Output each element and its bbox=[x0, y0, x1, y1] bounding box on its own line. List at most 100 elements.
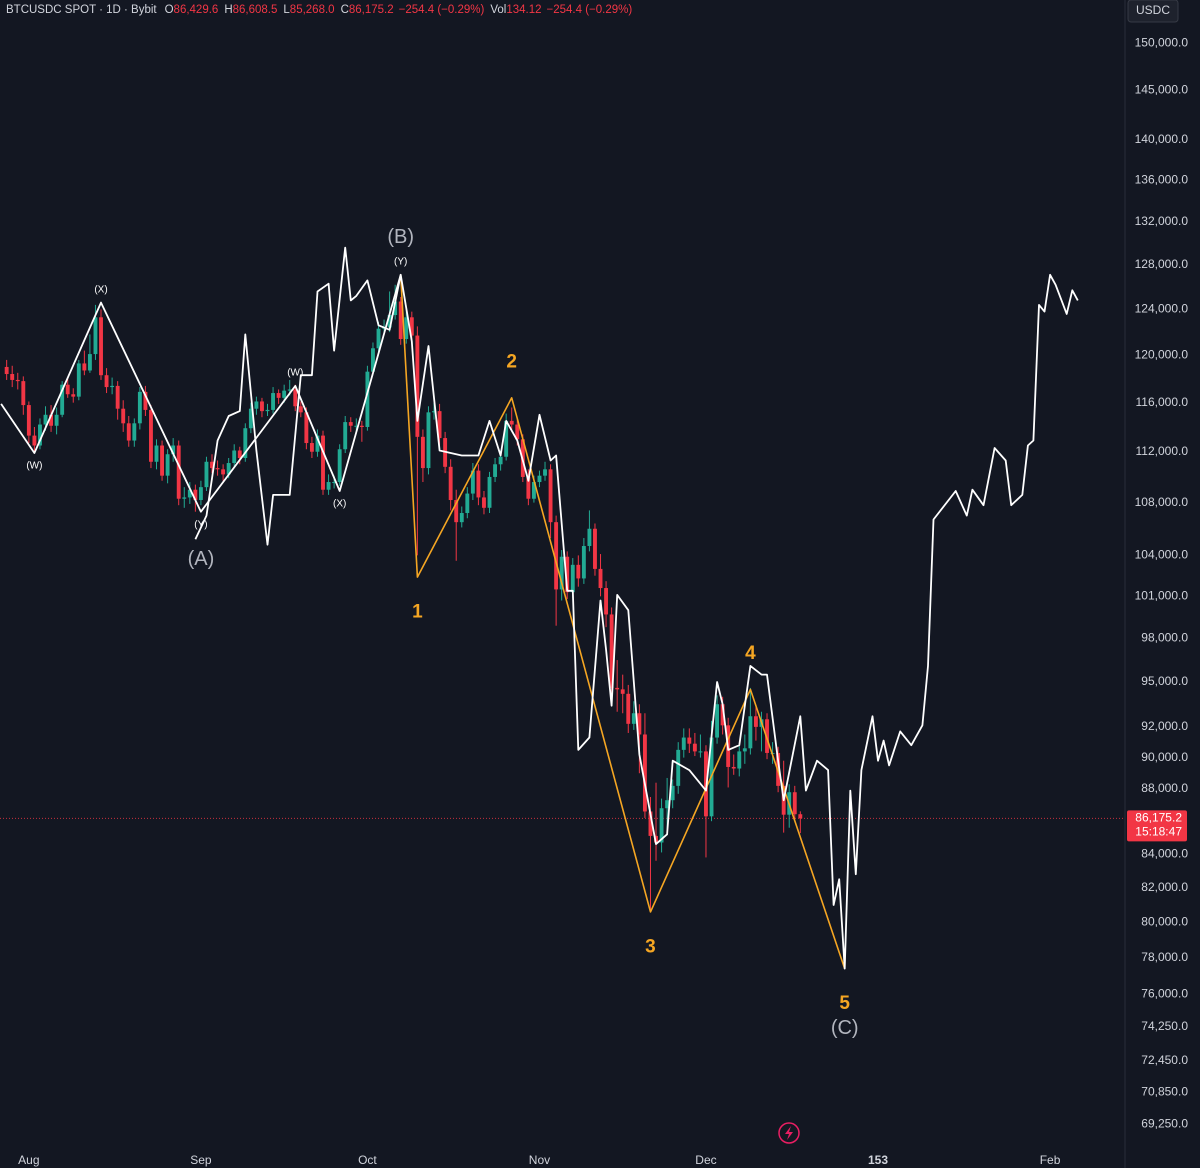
candle-body bbox=[332, 482, 337, 484]
candle-body bbox=[448, 466, 453, 501]
candle-body bbox=[104, 375, 109, 388]
y-tick-label: 82,000.0 bbox=[1141, 880, 1188, 894]
candle-body bbox=[10, 374, 15, 380]
candle-body bbox=[87, 354, 92, 371]
y-tick-label: 104,000.0 bbox=[1135, 548, 1189, 562]
y-tick-label: 145,000.0 bbox=[1135, 83, 1189, 97]
candle-body bbox=[221, 469, 226, 475]
candle-body bbox=[248, 408, 253, 429]
y-tick-label: 98,000.0 bbox=[1141, 631, 1188, 645]
candle-body bbox=[182, 497, 187, 499]
candle-body bbox=[137, 391, 142, 424]
y-tick-label: 72,450.0 bbox=[1141, 1053, 1188, 1067]
candle-body bbox=[71, 394, 76, 397]
wave-label: 1 bbox=[412, 602, 423, 623]
candle-body bbox=[232, 450, 237, 464]
candle-body bbox=[260, 401, 264, 412]
candle-body bbox=[654, 835, 658, 843]
field-key: C bbox=[341, 4, 349, 16]
candle-body bbox=[193, 489, 198, 501]
price-axis: USDC 150,000.0 145,000.0 140,000.0 136,000.… bbox=[1127, 0, 1188, 1130]
candle-body bbox=[65, 384, 70, 395]
candle-body bbox=[631, 713, 636, 724]
field-value: 86,608.5 bbox=[233, 4, 278, 16]
candle-body bbox=[99, 317, 103, 376]
candle-body bbox=[615, 687, 620, 690]
candle-body bbox=[792, 792, 797, 815]
candle-body bbox=[587, 528, 592, 547]
candle-body bbox=[298, 406, 303, 413]
candle-body bbox=[548, 469, 553, 523]
wave-label: 3 bbox=[645, 937, 656, 958]
candle-body bbox=[4, 366, 9, 375]
candle-body bbox=[293, 389, 298, 407]
y-tick-label: 90,000.0 bbox=[1141, 750, 1188, 764]
candle-body bbox=[93, 317, 98, 355]
wave-line bbox=[399, 274, 846, 969]
field-key: H bbox=[224, 4, 232, 16]
last-price-tag bbox=[1127, 810, 1187, 842]
y-tick-label: 116,000.0 bbox=[1136, 395, 1189, 409]
candle-body bbox=[676, 749, 681, 786]
candle-body bbox=[665, 800, 670, 809]
candle-body bbox=[687, 737, 692, 744]
candle-body bbox=[487, 476, 492, 508]
x-tick-label: Nov bbox=[529, 1153, 550, 1167]
lightning-icon[interactable] bbox=[778, 1122, 800, 1144]
candle-body bbox=[243, 428, 248, 458]
candle-body bbox=[498, 456, 503, 465]
candle-body bbox=[670, 785, 675, 801]
candle-body bbox=[49, 414, 54, 426]
candle-body bbox=[565, 556, 570, 593]
candle-body bbox=[371, 348, 375, 372]
currency-box bbox=[1127, 0, 1179, 23]
candle-body bbox=[720, 704, 725, 726]
candle-body bbox=[38, 424, 42, 446]
candle-body bbox=[476, 470, 481, 498]
candle-body bbox=[287, 389, 292, 391]
candle-body bbox=[659, 808, 664, 843]
candle-body bbox=[348, 422, 353, 426]
icon-bolt bbox=[785, 1126, 793, 1140]
field-value: 134.12 bbox=[506, 4, 541, 16]
candle-body bbox=[393, 301, 398, 316]
wave-line bbox=[0, 274, 402, 513]
candle-body bbox=[609, 614, 614, 688]
candle-body bbox=[210, 461, 214, 469]
candle-body bbox=[559, 556, 564, 590]
candle-body bbox=[271, 393, 276, 410]
candle-body bbox=[304, 412, 309, 444]
candle-body bbox=[154, 445, 159, 462]
x-tick-label: Dec bbox=[695, 1153, 716, 1167]
candle-body bbox=[215, 468, 220, 470]
y-tick-label: 95,000.0 bbox=[1141, 674, 1188, 688]
candle-body bbox=[326, 482, 331, 490]
candle-body bbox=[515, 424, 520, 440]
candle-body bbox=[531, 482, 536, 499]
candle-body bbox=[504, 420, 509, 457]
last-price-label: 86,175.2 bbox=[1135, 811, 1182, 825]
candle-body bbox=[110, 385, 115, 388]
x-tick-label: Sep bbox=[190, 1153, 212, 1167]
degree-label: (B) bbox=[387, 226, 414, 248]
candle-body bbox=[509, 420, 514, 425]
candle-body bbox=[398, 301, 403, 340]
candle-body bbox=[798, 814, 803, 819]
candle-body bbox=[26, 405, 31, 436]
projection-line bbox=[194, 246, 1079, 970]
candle-body bbox=[692, 743, 697, 752]
candle-body bbox=[470, 470, 475, 494]
candle-body bbox=[132, 423, 137, 441]
candle-body bbox=[254, 401, 259, 409]
y-tick-label: 69,250.0 bbox=[1141, 1116, 1188, 1130]
candle-body bbox=[715, 704, 720, 738]
candle-body bbox=[121, 408, 126, 424]
candle-body bbox=[737, 751, 742, 769]
y-tick-label: 78,000.0 bbox=[1141, 950, 1188, 964]
y-tick-label: 84,000.0 bbox=[1141, 846, 1188, 860]
candle-body bbox=[171, 445, 176, 455]
candle-body bbox=[32, 435, 37, 446]
y-tick-label: 101,000.0 bbox=[1135, 589, 1189, 603]
candle-body bbox=[554, 522, 559, 590]
